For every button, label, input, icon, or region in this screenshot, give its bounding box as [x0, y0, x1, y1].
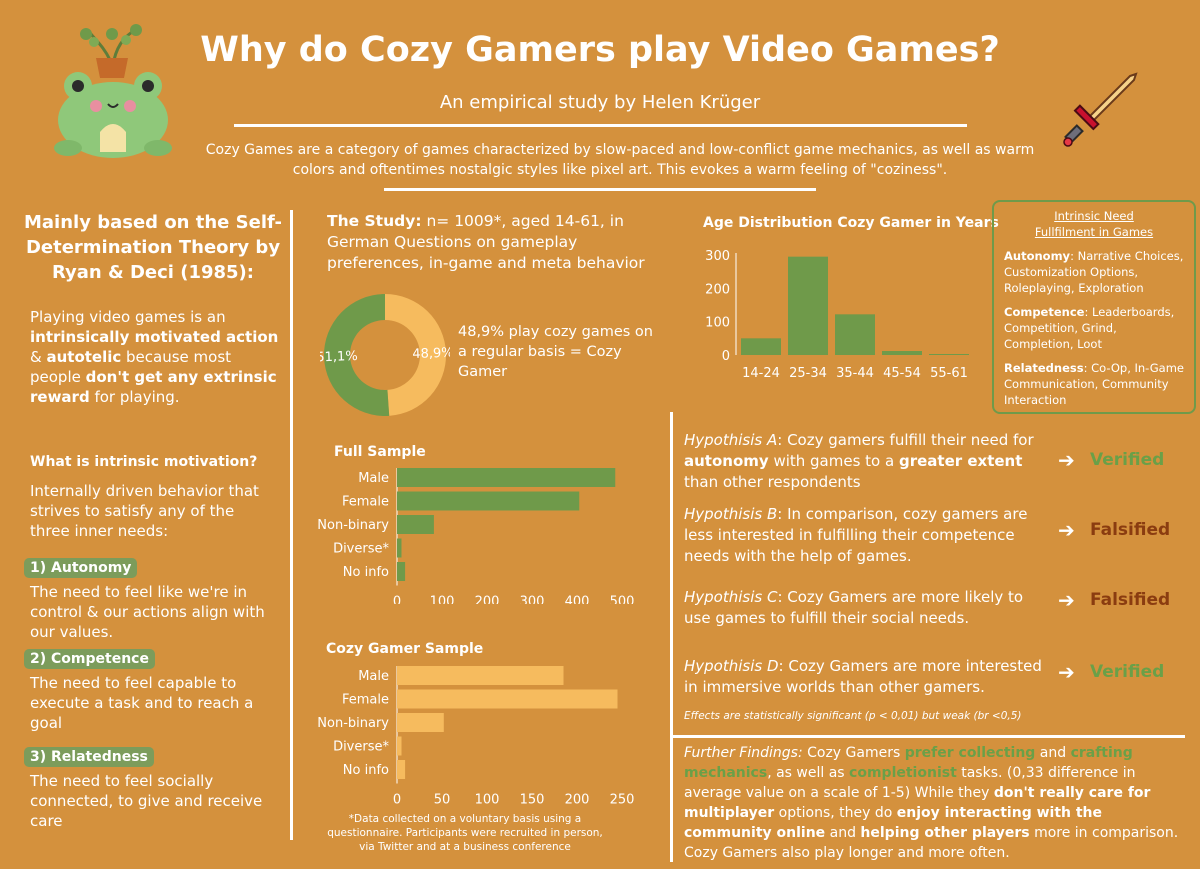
bar	[882, 351, 922, 355]
result-b: Falsified	[1090, 520, 1171, 540]
category-label: Diverse*	[333, 542, 389, 557]
needbox-autonomy: Autonomy: Narrative Choices, Customizati…	[1004, 249, 1184, 295]
x-tick-label: 0	[393, 595, 401, 605]
bar	[397, 515, 434, 534]
study-description: The Study: n= 1009*, aged 14-61, in Germ…	[327, 212, 645, 272]
bar	[397, 736, 402, 756]
data-footnote: *Data collected on a voluntary basis usi…	[327, 813, 603, 853]
donut-label: 51,1%	[320, 349, 358, 365]
arrow-right-icon: ➔	[1058, 448, 1075, 472]
x-tick-label: 150	[520, 793, 545, 806]
category-label: No info	[343, 763, 389, 778]
needbox-relatedness: Relatedness: Co-Op, In-Game Communicatio…	[1004, 361, 1184, 407]
y-tick-label: 100	[705, 316, 730, 331]
hypothesis-d: Hypothisis D: Cozy Gamers are more inter…	[684, 657, 1042, 696]
x-tick-label: 100	[475, 793, 500, 806]
needbox-competence: Competence: Leaderboards, Competition, G…	[1004, 305, 1175, 351]
x-tick-label: 25-34	[789, 366, 827, 381]
age-distribution-chart: 0 100 200 300 14-24 25-34 35-44 45-54 55-61	[705, 249, 969, 381]
bar	[397, 491, 580, 511]
divider	[670, 735, 1185, 738]
bar	[397, 689, 618, 709]
y-tick-label: 0	[722, 349, 730, 364]
x-tick-label: 400	[565, 595, 590, 605]
x-tick-label: 35-44	[836, 366, 874, 381]
category-label: Male	[358, 471, 389, 486]
bar	[397, 538, 402, 558]
category-label: Female	[342, 495, 389, 510]
full-sample-title: Full Sample	[334, 444, 426, 460]
x-tick-label: 300	[520, 595, 545, 605]
need-fulfilment-box: Intrinsic Need Fullfilment in Games Auto…	[992, 200, 1196, 414]
need-competence: 2) Competence The need to feel capable t…	[24, 648, 279, 733]
x-tick-label: 200	[475, 595, 500, 605]
category-label: Male	[358, 669, 389, 684]
needbox-title: Intrinsic Need Fullfilment in Games	[1034, 209, 1154, 239]
bar	[835, 314, 875, 355]
hypothesis-a: Hypothisis A: Cozy gamers fulfill their …	[684, 431, 1034, 491]
need-relatedness: 3) Relatedness The need to feel socially…	[24, 746, 279, 831]
page-title: Why do Cozy Gamers play Video Games?	[200, 30, 1000, 70]
donut-slice	[323, 294, 390, 416]
x-tick-label: 45-54	[883, 366, 921, 381]
bar	[397, 760, 406, 779]
x-tick-label: 500	[610, 595, 635, 605]
bar	[397, 562, 406, 581]
category-label: Non-binary	[317, 716, 389, 731]
sword-icon	[1063, 72, 1138, 147]
donut-caption: 48,9% play cozy games on a regular basis…	[458, 324, 653, 380]
x-tick-label: 250	[610, 793, 635, 806]
category-label: Diverse*	[333, 740, 389, 755]
theory-paragraph: Playing video games is an intrinsically …	[30, 308, 279, 406]
donut-label: 48,9%	[412, 346, 450, 362]
arrow-right-icon: ➔	[1058, 588, 1075, 612]
x-tick-label: 55-61	[930, 366, 968, 381]
x-tick-label: 50	[434, 793, 451, 806]
bar	[929, 354, 969, 355]
result-d: Verified	[1090, 662, 1165, 682]
hypothesis-c: Hypothisis C: Cozy Gamers are more likel…	[684, 588, 1024, 627]
cozy-sample-title: Cozy Gamer Sample	[326, 641, 484, 657]
category-label: Non-binary	[317, 518, 389, 533]
y-tick-label: 200	[705, 282, 730, 297]
result-c: Falsified	[1090, 590, 1171, 610]
cozy-share-donut: 48,9% 51,1%	[320, 294, 450, 416]
frog-icon	[54, 24, 172, 158]
y-tick-label: 300	[705, 249, 730, 264]
divider	[234, 124, 967, 127]
full-sample-chart: Male Female Non-binary Diverse* No info 0 100 2…	[317, 468, 635, 605]
intro-text: Cozy Games are a category of games chara…	[205, 142, 1035, 178]
divider	[384, 188, 816, 191]
result-a: Verified	[1090, 450, 1165, 470]
intrinsic-definition: Internally driven behavior that strives …	[30, 482, 259, 540]
x-tick-label: 0	[393, 793, 401, 806]
bar	[741, 338, 781, 355]
age-chart-title: Age Distribution Cozy Gamer in Years	[703, 215, 999, 231]
effects-note: Effects are statistically significant (p…	[684, 710, 1022, 722]
x-tick-label: 200	[565, 793, 590, 806]
bar	[397, 666, 564, 685]
further-findings: Further Findings: Cozy Gamers prefer col…	[684, 745, 1179, 861]
category-label: Female	[342, 693, 389, 708]
need-badge: 2) Competence	[24, 649, 155, 669]
need-autonomy: 1) Autonomy The need to feel like we're …	[24, 557, 279, 642]
category-label: No info	[343, 565, 389, 580]
donut-slice	[385, 294, 446, 416]
arrow-right-icon: ➔	[1058, 660, 1075, 684]
hypothesis-b: Hypothisis B: In comparison, cozy gamers…	[684, 505, 1028, 565]
bar	[397, 468, 616, 487]
cozy-sample-chart: Male Female Non-binary Diverse* No info 0 50 10…	[317, 666, 635, 806]
arrow-right-icon: ➔	[1058, 518, 1075, 542]
bar	[788, 256, 828, 355]
divider	[670, 412, 673, 862]
theory-heading: Mainly based on the Self-Determination T…	[24, 212, 282, 283]
x-tick-label: 14-24	[742, 366, 780, 381]
x-tick-label: 100	[430, 595, 455, 605]
intrinsic-question: What is intrinsic motivation?	[30, 454, 258, 470]
need-badge: 1) Autonomy	[24, 558, 138, 578]
bar	[397, 713, 444, 732]
need-badge: 3) Relatedness	[24, 747, 154, 767]
divider	[290, 210, 293, 840]
page-subtitle: An empirical study by Helen Krüger	[439, 92, 761, 113]
